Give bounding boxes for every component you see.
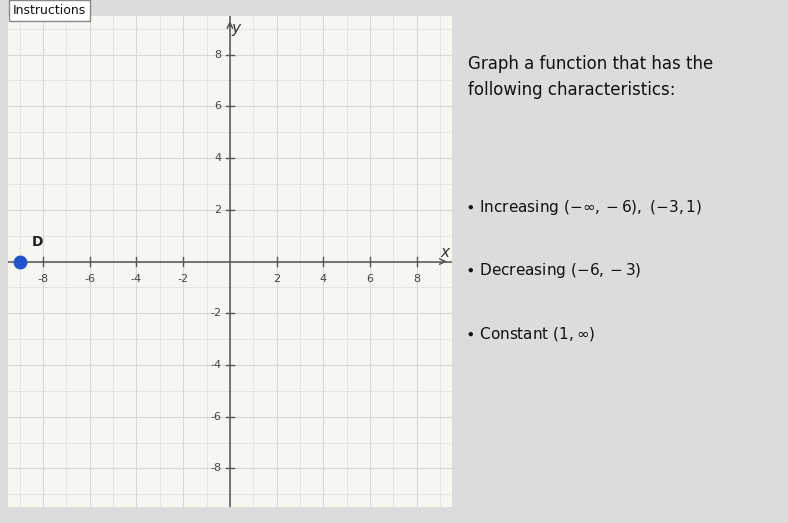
Text: $\bullet$ Constant $(1, \infty)$: $\bullet$ Constant $(1, \infty)$ — [465, 325, 596, 344]
Text: $\bullet$ Decreasing $(-6, -3)$: $\bullet$ Decreasing $(-6, -3)$ — [465, 262, 641, 280]
Text: -4: -4 — [210, 360, 221, 370]
Text: -6: -6 — [84, 275, 95, 285]
Text: -2: -2 — [210, 308, 221, 319]
Text: 2: 2 — [273, 275, 281, 285]
Text: 4: 4 — [320, 275, 327, 285]
Text: -8: -8 — [37, 275, 49, 285]
Text: 6: 6 — [366, 275, 374, 285]
Text: D: D — [32, 235, 43, 249]
Text: 2: 2 — [214, 204, 221, 215]
Text: 4: 4 — [214, 153, 221, 163]
Text: -2: -2 — [177, 275, 188, 285]
Text: -8: -8 — [210, 463, 221, 473]
Text: Graph a function that has the
following characteristics:: Graph a function that has the following … — [468, 55, 714, 99]
Text: -4: -4 — [131, 275, 142, 285]
Text: -6: -6 — [210, 412, 221, 422]
Text: Instructions: Instructions — [13, 4, 86, 17]
Text: $\bullet$ Increasing $(-\infty, -6),\ (-3, 1)$: $\bullet$ Increasing $(-\infty, -6),\ (-… — [465, 198, 702, 217]
Text: 8: 8 — [413, 275, 421, 285]
Text: 6: 6 — [214, 101, 221, 111]
Text: x: x — [440, 245, 449, 260]
Text: y: y — [231, 21, 240, 36]
Text: 8: 8 — [214, 50, 221, 60]
